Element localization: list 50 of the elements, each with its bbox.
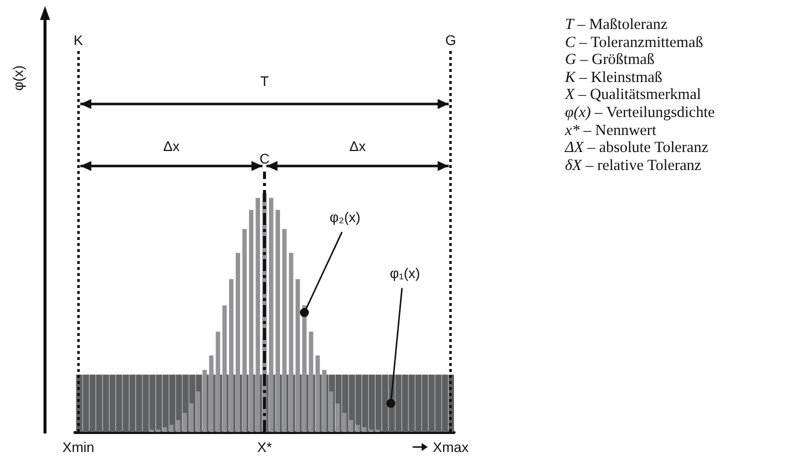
bar [182, 412, 187, 432]
bar [162, 427, 167, 432]
bar [249, 210, 254, 432]
text: ΔX – absolute Toleranz [565, 139, 710, 157]
bar [328, 391, 334, 432]
text: φ(x) – Verteilungsdichte [565, 104, 715, 122]
x-tick-label: X* [257, 439, 272, 455]
bar [288, 252, 294, 432]
bar [169, 424, 174, 432]
bar [189, 403, 194, 432]
bar [276, 210, 280, 432]
bar [229, 279, 234, 432]
bar [322, 370, 327, 432]
x-tick-label: Xmin [62, 439, 94, 455]
bar [236, 252, 240, 432]
bar [362, 427, 366, 432]
bar [202, 370, 207, 432]
bar [308, 332, 314, 432]
bar [242, 228, 247, 432]
bar [335, 403, 340, 432]
bar [176, 420, 180, 432]
text: X – Qualitätsmerkmal [565, 86, 702, 104]
text: C – Toleranzmittemaß [565, 34, 704, 52]
bar [296, 279, 300, 432]
ref-line-label: K [74, 32, 84, 48]
ref-line-label: C [259, 150, 270, 167]
bar [316, 356, 320, 432]
ref-line-label: G [445, 32, 456, 48]
bar [209, 356, 214, 432]
bar [268, 198, 274, 432]
text: Δx [163, 138, 180, 154]
text: δX – relative Toleranz [565, 156, 702, 174]
bar [196, 391, 200, 432]
text: φ₁(x) [390, 265, 420, 281]
bar [342, 412, 346, 432]
text: φ₂(x) [330, 209, 360, 225]
bar [216, 332, 220, 432]
bar [256, 198, 260, 432]
text: K – Kleinstmaß [565, 68, 664, 86]
text: T [260, 73, 270, 89]
bar [222, 305, 227, 432]
x-tick-label: Xmax [432, 439, 469, 455]
text: φ(x) [10, 65, 26, 91]
text: x* – Nennwert [565, 122, 658, 140]
text: T – Maßtoleranz [565, 16, 668, 34]
bar [348, 420, 354, 432]
bar [355, 424, 360, 432]
text: Δx [349, 138, 366, 154]
bar [282, 228, 287, 432]
text: G – Größtmaß [565, 51, 656, 69]
